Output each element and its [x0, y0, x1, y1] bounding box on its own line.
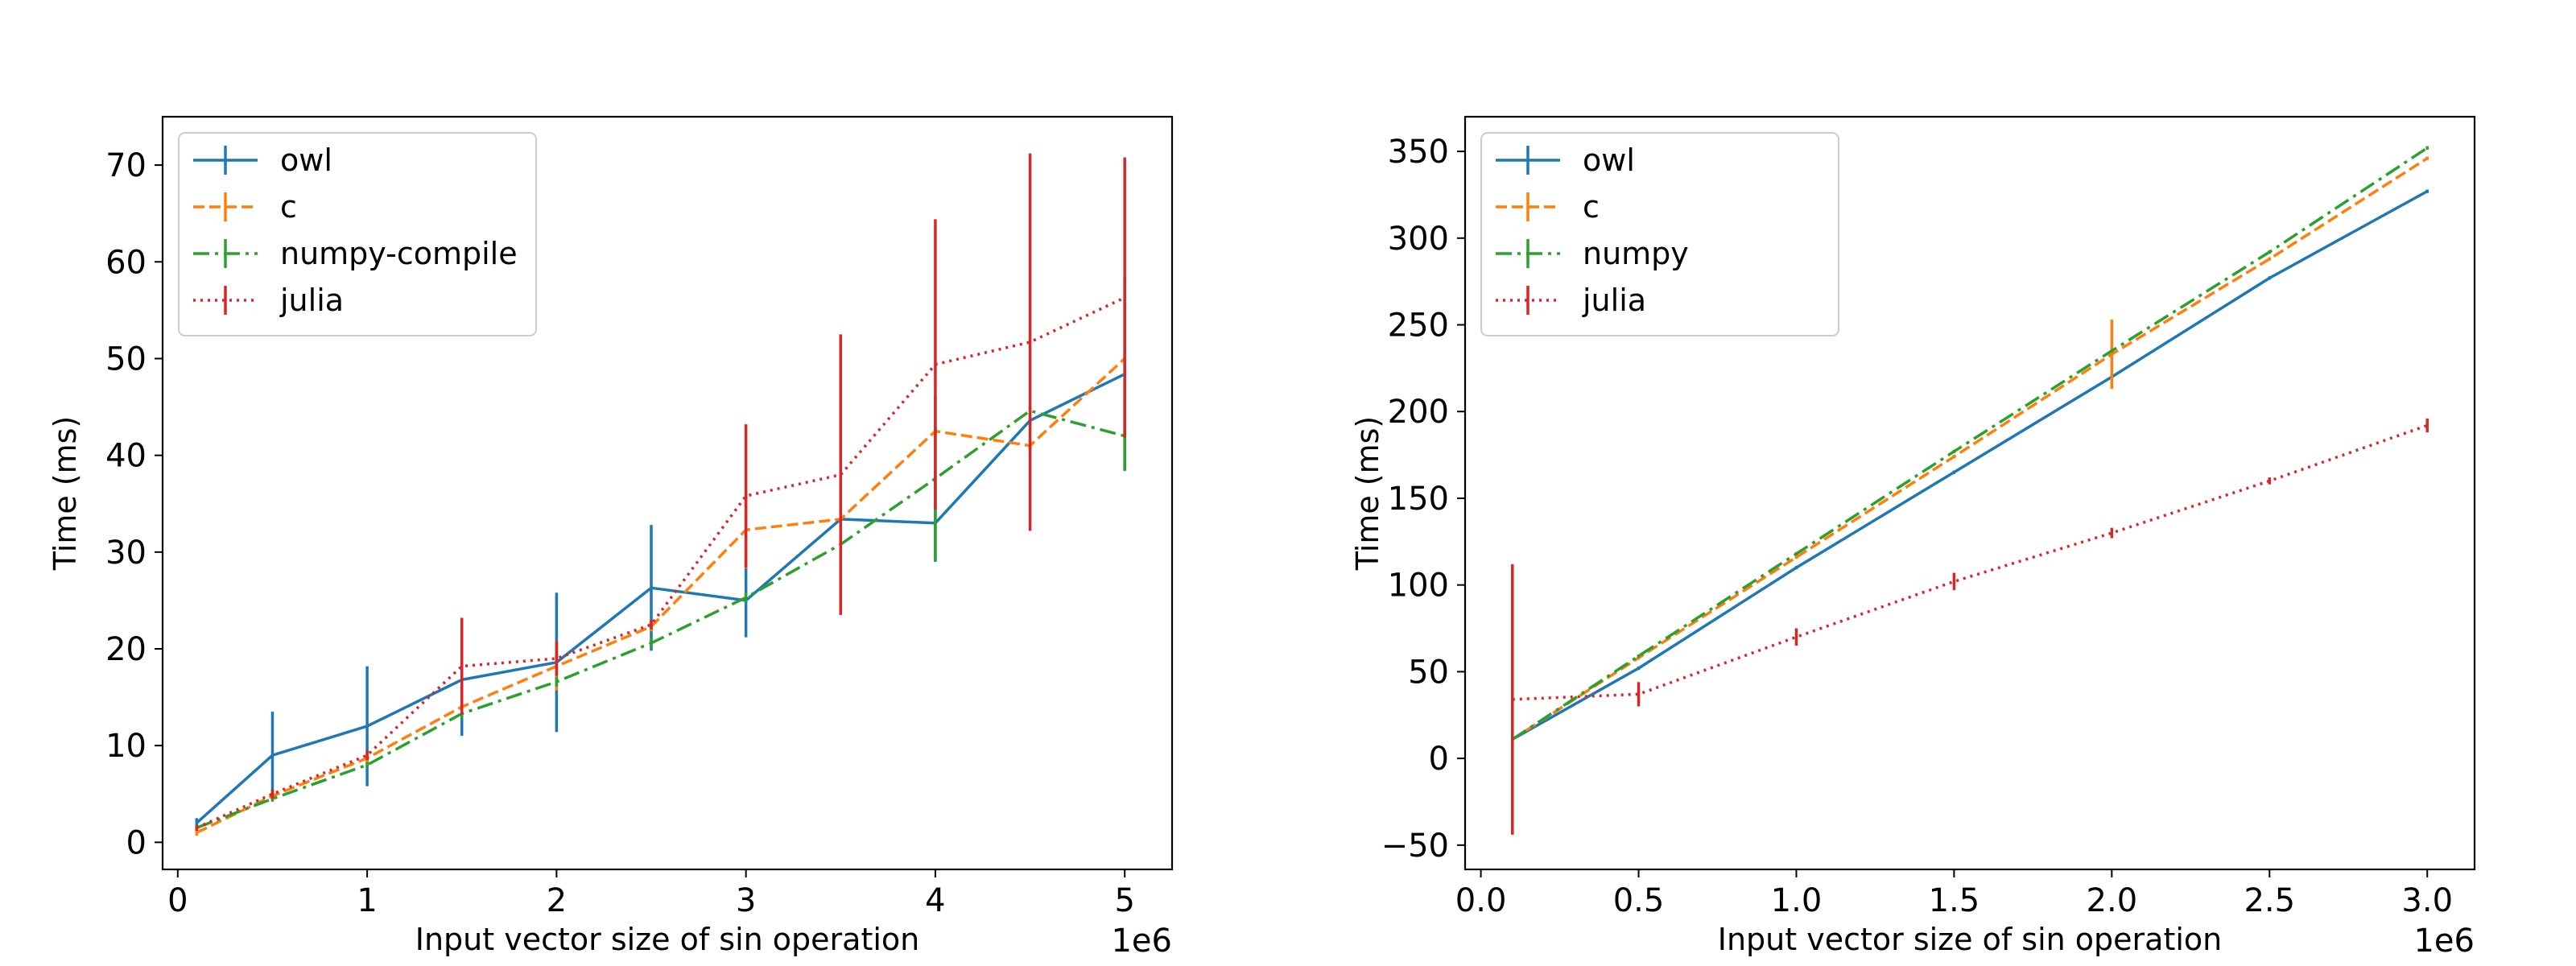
- y-tick-label: 30: [105, 535, 147, 572]
- y-tick-label: 60: [105, 244, 147, 281]
- series-layer: [195, 153, 1126, 836]
- legend-label: owl: [280, 142, 332, 178]
- y-axis-label: Time (ms): [47, 416, 83, 572]
- line-numpy-compile: [196, 409, 1125, 829]
- x-tick-label: 5: [1114, 882, 1134, 919]
- x-tick-label: 2.5: [2244, 882, 2295, 919]
- plot-frame: [161, 115, 1174, 871]
- legend-label: numpy: [1583, 236, 1689, 271]
- series-julia: [195, 153, 1126, 831]
- line-owl: [1511, 190, 2429, 741]
- legend-label: owl: [1583, 142, 1635, 178]
- legend: owl c numpy julia: [1480, 132, 1839, 336]
- x-tick-label: 1.0: [1771, 882, 1823, 919]
- legend-entry-julia: julia: [1496, 283, 1646, 318]
- y-tick-label: 100: [1388, 568, 1449, 605]
- y-tick-label: 40: [105, 438, 147, 475]
- y-tick-label: 50: [105, 341, 147, 378]
- legend-label: numpy-compile: [280, 236, 518, 271]
- x-tick-label: 3: [736, 882, 756, 919]
- series-julia: [1511, 418, 2429, 835]
- y-axis-label: Time (ms): [1350, 416, 1385, 572]
- legend-entry-owl: owl: [193, 142, 332, 178]
- legend-label: c: [1583, 189, 1600, 225]
- x-axis-label: Input vector size of sin operation: [415, 922, 920, 957]
- series-layer: [1511, 146, 2429, 835]
- y-tick-label: 350: [1388, 134, 1449, 171]
- x-tick-label: 0.5: [1613, 882, 1665, 919]
- legend-entry-c: c: [193, 189, 297, 225]
- line-julia: [196, 296, 1125, 829]
- line-c: [1511, 157, 2429, 741]
- y-tick-label: 50: [1408, 654, 1449, 691]
- x-axis-label: Input vector size of sin operation: [1718, 922, 2223, 957]
- legend-label: julia: [1582, 283, 1646, 318]
- legend-box: [178, 132, 537, 336]
- x-offset-label: 1e6: [2413, 923, 2475, 960]
- line-owl: [196, 373, 1125, 824]
- legend-entry-owl: owl: [1496, 142, 1635, 178]
- legend-label: c: [280, 189, 297, 225]
- y-tick-label: 150: [1388, 481, 1449, 518]
- series-owl: [195, 277, 1126, 828]
- legend-box: [1480, 132, 1839, 336]
- legend-label: julia: [279, 283, 344, 318]
- y-tick-label: 200: [1388, 394, 1449, 431]
- y-tick-label: 300: [1388, 221, 1449, 258]
- right-chart: 0.0 0.5 1.0 1.5 2.0 2.5 3.0 −50 0 50 100 150 200 250 3…: [1350, 115, 2476, 960]
- legend-entry-numpy-compile: numpy-compile: [193, 236, 518, 271]
- y-tick-label: 70: [105, 147, 147, 184]
- x-tick-label: 0: [167, 882, 188, 919]
- x-tick-label: 3.0: [2401, 882, 2453, 919]
- legend-entry-julia: julia: [193, 283, 344, 318]
- series-c: [195, 353, 1126, 836]
- legend-entry-numpy: numpy: [1496, 236, 1689, 271]
- y-tick-label: 10: [105, 728, 147, 765]
- y-tick-label: 20: [105, 631, 147, 668]
- legend: owl c numpy-compile julia: [178, 132, 537, 336]
- y-tick-label: 250: [1388, 308, 1449, 345]
- y-tick-label: 0: [126, 824, 147, 861]
- x-tick-label: 1.5: [1929, 882, 1980, 919]
- line-julia: [1512, 423, 2428, 701]
- legend-entry-c: c: [1496, 189, 1600, 225]
- series-numpy-compile: [195, 396, 1126, 831]
- x-tick-label: 4: [925, 882, 945, 919]
- plot-frame: [1463, 115, 2476, 871]
- x-tick-label: 2: [547, 882, 567, 919]
- x-offset-label: 1e6: [1111, 923, 1172, 960]
- y-tick-label: −50: [1381, 828, 1449, 865]
- line-c: [196, 357, 1126, 834]
- line-numpy: [1511, 147, 2429, 741]
- x-tick-label: 2.0: [2087, 882, 2138, 919]
- x-tick-label: 0.0: [1455, 882, 1507, 919]
- y-tick-label: 0: [1429, 741, 1449, 778]
- x-tick-label: 1: [357, 882, 377, 919]
